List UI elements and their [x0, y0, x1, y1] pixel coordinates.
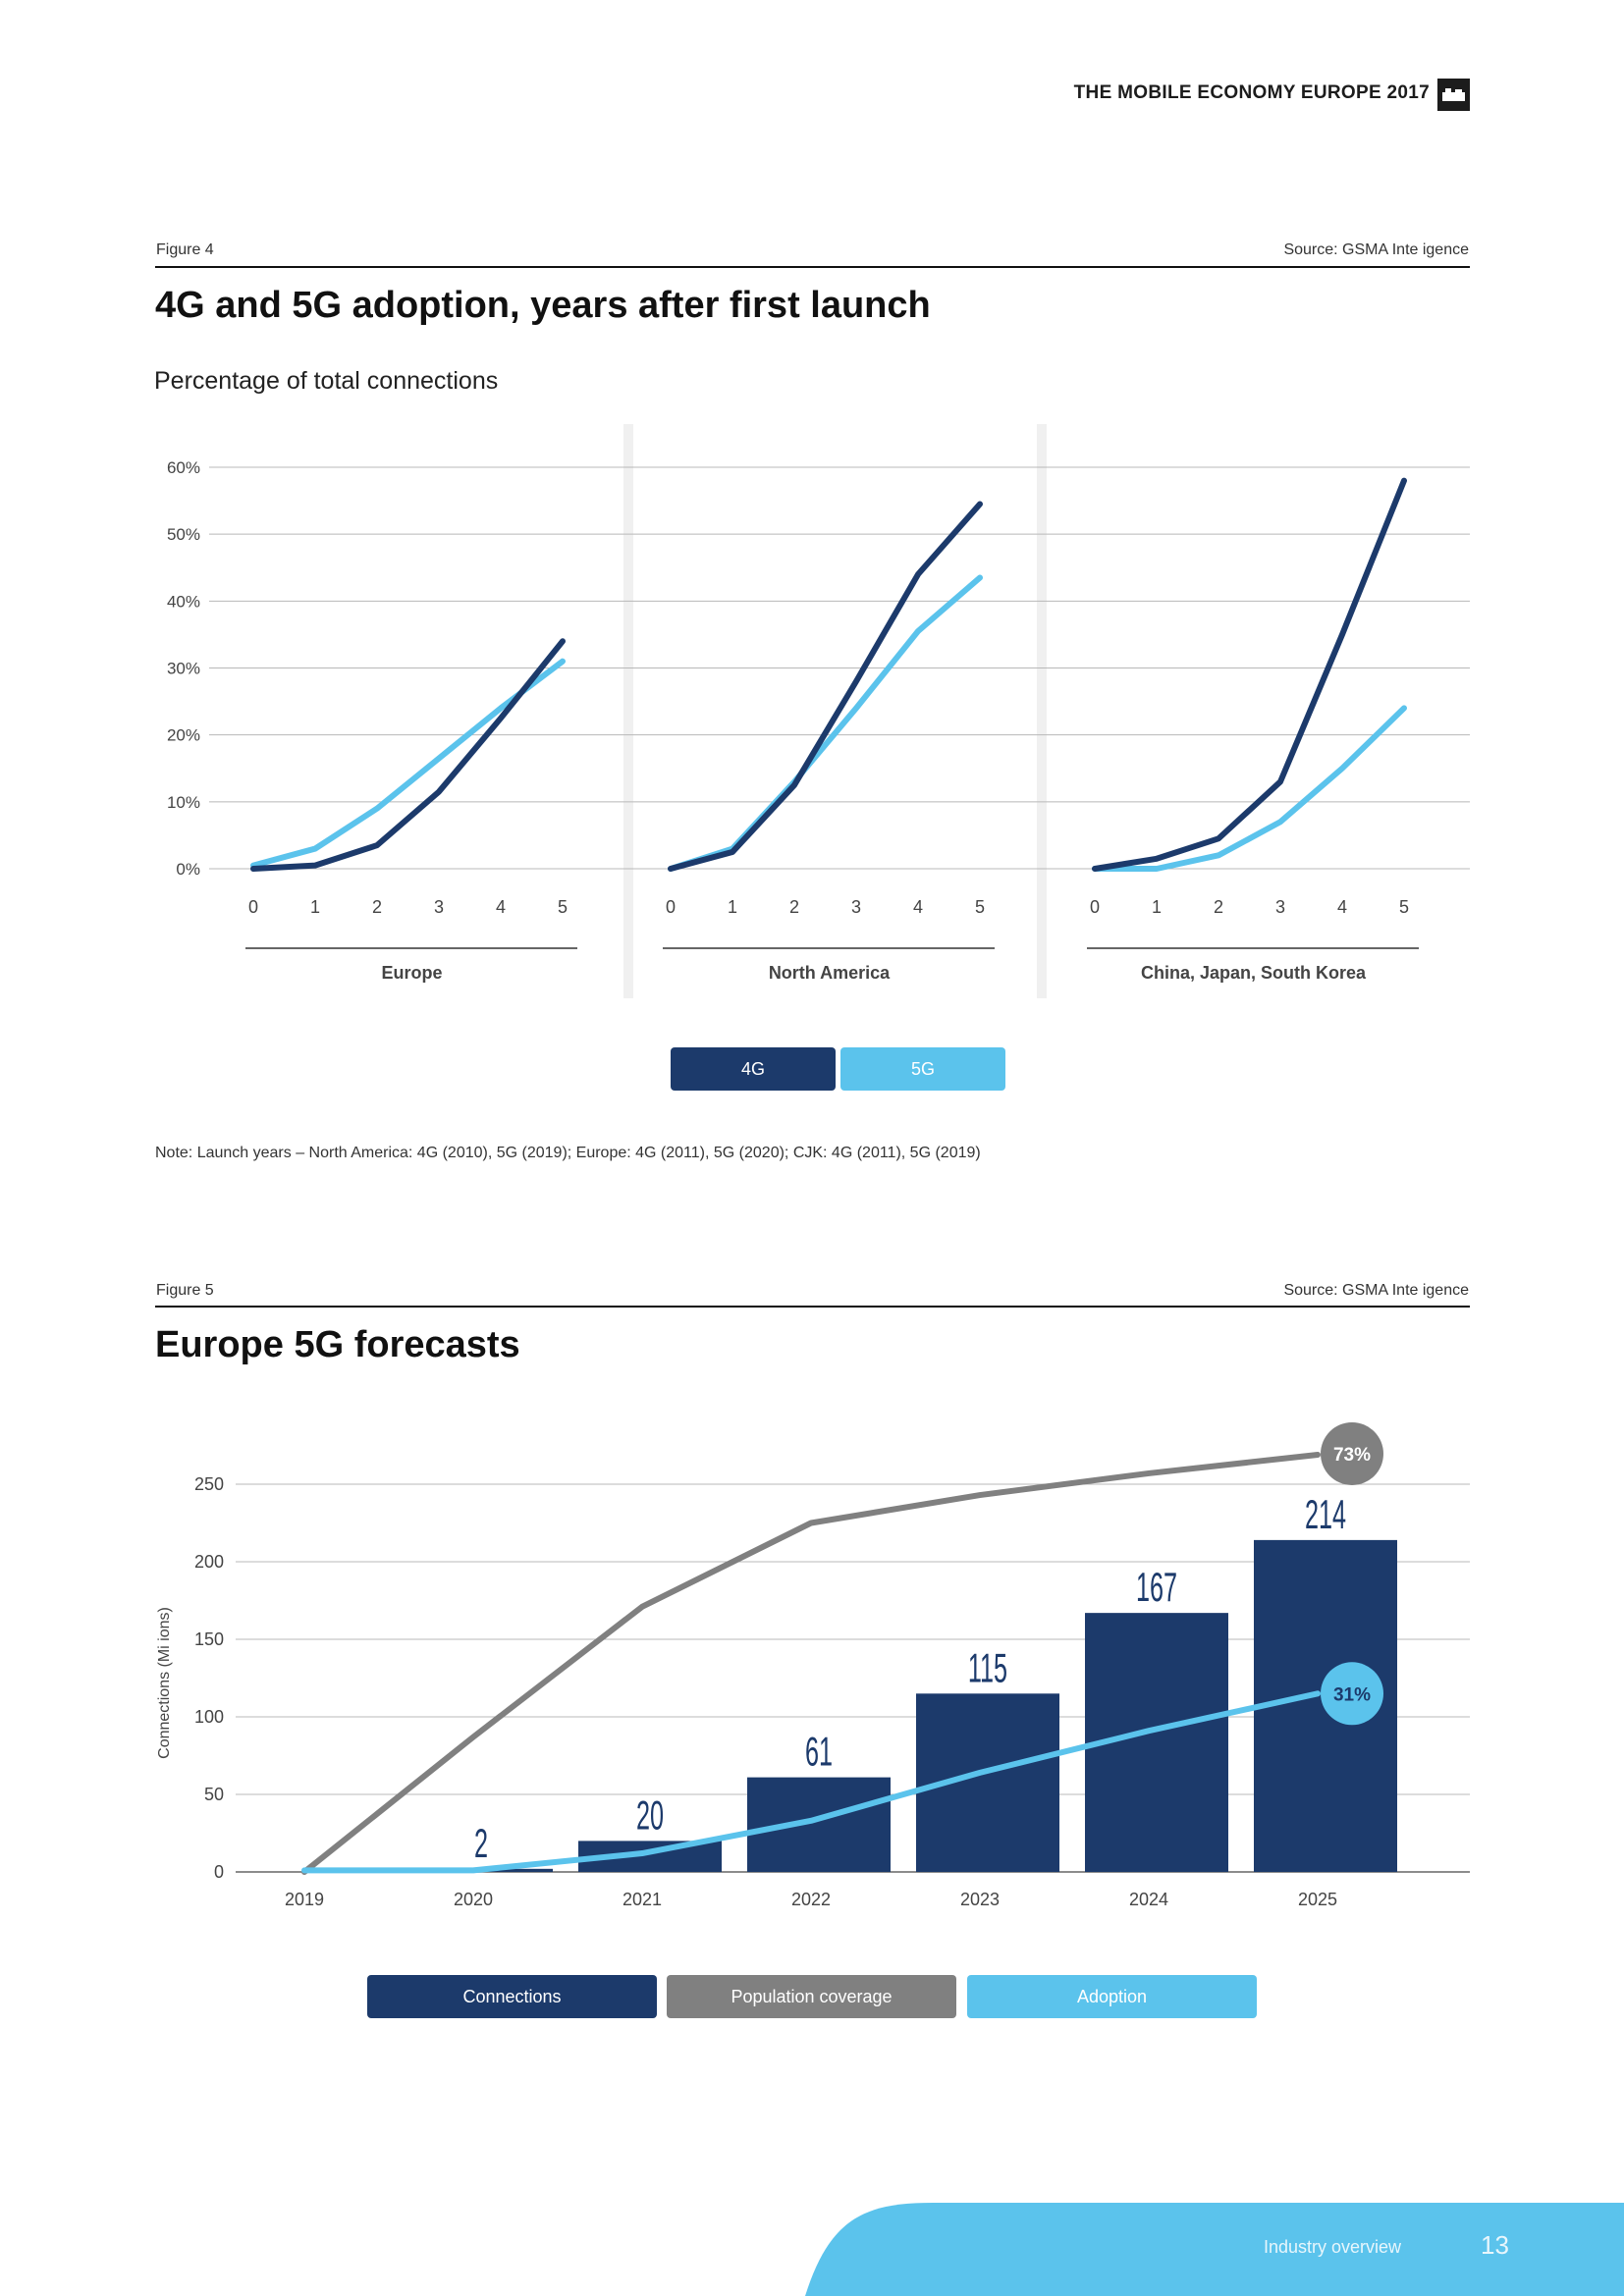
figure5-title: Europe 5G forecasts	[155, 1324, 520, 1365]
x-tick-label: 5	[975, 897, 985, 917]
bar-value-label: 167	[1136, 1566, 1177, 1611]
x-tick-label: 2	[372, 897, 382, 917]
y-axis-label: Connections (Mi ions)	[156, 1607, 173, 1759]
figure4-note: Note: Launch years – North America: 4G (…	[155, 1145, 981, 1161]
figure4-source: Source: GSMA Inte igence	[1283, 241, 1469, 258]
bar-value-label: 61	[805, 1730, 833, 1775]
footer-section-label: Industry overview	[1264, 2237, 1402, 2257]
series-line-4g	[1092, 477, 1407, 872]
adoption-end-marker	[1321, 1662, 1383, 1726]
x-tick-label: 2021	[623, 1890, 662, 1909]
gsma-logo-icon	[1437, 79, 1470, 111]
adoption-line-chart: 0% 10% 20% 30% 40% 50% 60% 0 1 2 3 4 5 Europe 0 1 2 3 4 5 No…	[167, 424, 1470, 998]
panel-label: China, Japan, South Korea	[1141, 963, 1367, 983]
x-tick-label: 5	[1399, 897, 1409, 917]
legend-population-coverage: Population coverage	[667, 1975, 956, 2018]
y-tick-label: 100	[194, 1707, 224, 1727]
y-tick-label: 40%	[167, 592, 200, 611]
x-tick-label: 2	[1214, 897, 1223, 917]
x-tick-label: 3	[1275, 897, 1285, 917]
figure5-rule	[155, 1306, 1470, 1308]
series-line-5g	[1092, 705, 1407, 872]
x-tick-label: 2024	[1129, 1890, 1168, 1909]
x-tick-label: 2	[789, 897, 799, 917]
y-tick-label: 30%	[167, 660, 200, 678]
y-tick-label: 10%	[167, 793, 200, 812]
x-tick-label: 0	[666, 897, 676, 917]
figure4-label: Figure 4	[156, 241, 214, 258]
y-tick-label: 150	[194, 1629, 224, 1649]
x-tick-label: 3	[851, 897, 861, 917]
series-line-population-coverage	[301, 1451, 1321, 1875]
y-tick-label: 250	[194, 1474, 224, 1494]
x-tick-label: 4	[913, 897, 923, 917]
panel-label: North America	[769, 963, 891, 983]
legend-4g: 4G	[671, 1047, 836, 1091]
x-tick-label: 0	[1090, 897, 1100, 917]
legend-5g: 5G	[840, 1047, 1005, 1091]
x-tick-label: 2020	[454, 1890, 493, 1909]
footer-band	[805, 2203, 1624, 2296]
page-number: 13	[1481, 2230, 1509, 2260]
y-tick-label: 20%	[167, 726, 200, 745]
adoption-end-label: 31%	[1333, 1684, 1371, 1705]
panel-separator-2	[1037, 424, 1047, 998]
x-tick-label: 1	[728, 897, 737, 917]
y-tick-label: 50	[204, 1785, 224, 1804]
panel-separator-1	[623, 424, 633, 998]
series-line-5g	[250, 658, 566, 869]
x-tick-label: 3	[434, 897, 444, 917]
x-tick-label: 2023	[960, 1890, 1000, 1909]
figure5-label: Figure 5	[156, 1282, 214, 1299]
x-tick-label: 4	[1337, 897, 1347, 917]
x-tick-label: 4	[496, 897, 506, 917]
series-line-adoption	[301, 1690, 1321, 1874]
bar-value-label: 214	[1305, 1492, 1346, 1537]
population-end-label: 73%	[1333, 1445, 1371, 1466]
y-tick-label: 60%	[167, 458, 200, 477]
bar-connections	[747, 1777, 891, 1872]
bar-value-label: 2	[474, 1821, 488, 1866]
x-tick-label: 2019	[285, 1890, 324, 1909]
x-tick-label: 0	[248, 897, 258, 917]
series-line-4g	[250, 638, 566, 872]
legend-connections: Connections	[367, 1975, 657, 2018]
legend-adoption: Adoption	[967, 1975, 1257, 2018]
page-header-title: THE MOBILE ECONOMY EUROPE 2017	[1073, 82, 1430, 103]
x-tick-label: 2025	[1298, 1890, 1337, 1909]
series-line-4g	[668, 501, 983, 872]
y-tick-label: 200	[194, 1552, 224, 1572]
x-tick-label: 5	[558, 897, 568, 917]
x-tick-label: 1	[1152, 897, 1162, 917]
y-tick-label: 0%	[176, 860, 200, 879]
figure4-subtitle: Percentage of total connections	[154, 367, 499, 395]
series-line-5g	[668, 574, 983, 872]
y-tick-label: 50%	[167, 525, 200, 544]
figure4-title: 4G and 5G adoption, years after first la…	[155, 285, 931, 326]
bar-value-label: 115	[968, 1646, 1007, 1691]
figure5-source: Source: GSMA Inte igence	[1283, 1282, 1469, 1299]
figure4-rule	[155, 266, 1470, 268]
forecast-bar-chart: 0 50 100 150 200 250 Connections (Mi ions) 2019…	[156, 1421, 1470, 1909]
x-tick-label: 1	[310, 897, 320, 917]
y-tick-label: 0	[214, 1862, 224, 1882]
bar-value-label: 20	[636, 1793, 664, 1839]
population-end-marker	[1321, 1421, 1383, 1485]
x-tick-label: 2022	[791, 1890, 831, 1909]
panel-label: Europe	[381, 963, 442, 983]
